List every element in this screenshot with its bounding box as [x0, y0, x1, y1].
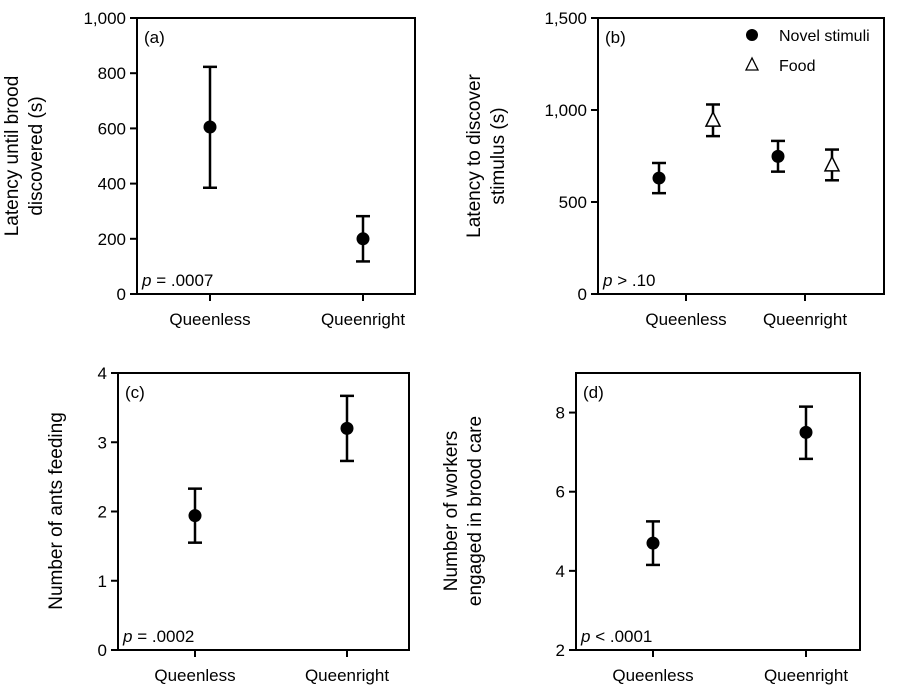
x-tick-label-queenless: Queenless: [612, 666, 693, 685]
p-symbol: p: [141, 271, 151, 290]
y-axis-label-line: Number of ants feeding: [46, 412, 67, 610]
p-symbol: p: [580, 627, 590, 646]
data-point-queenright: [356, 232, 370, 246]
y-axis-label-line: stimulus (s): [488, 107, 509, 204]
data-point-queenless: [652, 171, 666, 185]
y-tick-label: 2: [98, 503, 107, 522]
legend-marker-food: [744, 56, 760, 71]
p-value-annotation: p = .0007: [141, 271, 213, 290]
y-tick-label: 400: [98, 175, 126, 194]
y-axis-label: Latency to discover stimulus (s): [464, 73, 509, 237]
y-tick-label: 4: [98, 364, 107, 383]
x-tick-label-queenright: Queenright: [305, 666, 389, 685]
data-point-queenright: [799, 425, 813, 439]
x-tick-label-queenless: Queenless: [169, 310, 250, 329]
plot-frame: [597, 17, 885, 295]
y-tick-label: 200: [98, 230, 126, 249]
p-value-annotation: p = .0002: [122, 627, 194, 646]
legend: Novel stimuli Food: [744, 28, 870, 75]
y-tick-label: 1,000: [83, 9, 126, 28]
y-tick-label: 2: [556, 641, 565, 660]
p-value-text: > .10: [612, 271, 655, 290]
y-tick-label: 600: [98, 119, 126, 138]
x-tick-label-queenless: Queenless: [154, 666, 235, 685]
y-axis-label: Number of ants feeding: [46, 412, 67, 610]
x-tick-label-queenright: Queenright: [763, 310, 847, 329]
plot-frame: [136, 17, 416, 295]
legend-label: Food: [779, 58, 815, 75]
p-symbol: p: [122, 627, 132, 646]
data-point-queenless: [188, 509, 202, 523]
p-symbol: p: [602, 271, 612, 290]
y-tick-label: 8: [556, 404, 565, 423]
y-tick-label: 0: [98, 641, 107, 660]
panel-label: (b): [605, 28, 626, 47]
plot-frame: [575, 372, 861, 651]
y-axis-label-line: Latency until brood: [2, 76, 23, 237]
panel-c: 0 1 2 3 4 Queenless Queenright Number of ants f…: [46, 364, 410, 685]
y-tick-label: 500: [559, 193, 587, 212]
p-value-annotation: p > .10: [602, 271, 655, 290]
y-axis-label-line: discovered (s): [26, 96, 47, 215]
plot-frame: [117, 372, 410, 651]
panel-d: 2 4 6 8 Queenless Queenright Number of workers…: [441, 372, 861, 685]
p-value-text: = .0002: [132, 627, 194, 646]
x-tick-label-queenright: Queenright: [321, 310, 405, 329]
panel-label: (d): [583, 383, 604, 402]
y-axis-label-line: engaged in brood care: [465, 416, 486, 606]
y-axis-label-line: Number of workers: [441, 431, 462, 592]
y-axis-label: Latency until brood discovered (s): [2, 76, 47, 237]
data-point-queenless: [203, 120, 217, 134]
x-tick-label-queenless: Queenless: [645, 310, 726, 329]
panel-b: 0 500 1,000 1,500 Queenless Queenright Latency…: [464, 9, 885, 329]
data-point-queenright: [771, 149, 785, 163]
data-point-queenless: [704, 110, 722, 127]
y-tick-label: 0: [578, 285, 587, 304]
panel-label: (c): [125, 383, 145, 402]
y-tick-label: 0: [117, 285, 126, 304]
y-tick-label: 1,500: [544, 9, 587, 28]
y-tick-label: 3: [98, 433, 107, 452]
y-tick-label: 1,000: [544, 101, 587, 120]
panel-label: (a): [144, 28, 165, 47]
y-axis-label: Number of workers engaged in brood care: [441, 416, 486, 606]
data-point-queenless: [646, 536, 660, 550]
x-tick-label-queenright: Queenright: [764, 666, 848, 685]
panel-a: 0 200 400 600 800 1,000 Queenless Queenright Lat…: [2, 9, 416, 329]
y-tick-label: 800: [98, 64, 126, 83]
p-value-annotation: p < .0001: [580, 627, 652, 646]
y-tick-label: 1: [98, 572, 107, 591]
p-value-text: < .0001: [590, 627, 652, 646]
y-tick-label: 4: [556, 562, 565, 581]
y-tick-label: 6: [556, 483, 565, 502]
data-point-queenright: [340, 421, 354, 435]
data-point-queenright: [823, 155, 841, 172]
p-value-text: = .0007: [151, 271, 213, 290]
legend-marker-novel-stimuli: [746, 29, 758, 41]
legend-label: Novel stimuli: [779, 28, 870, 45]
y-axis-label-line: Latency to discover: [464, 73, 485, 237]
